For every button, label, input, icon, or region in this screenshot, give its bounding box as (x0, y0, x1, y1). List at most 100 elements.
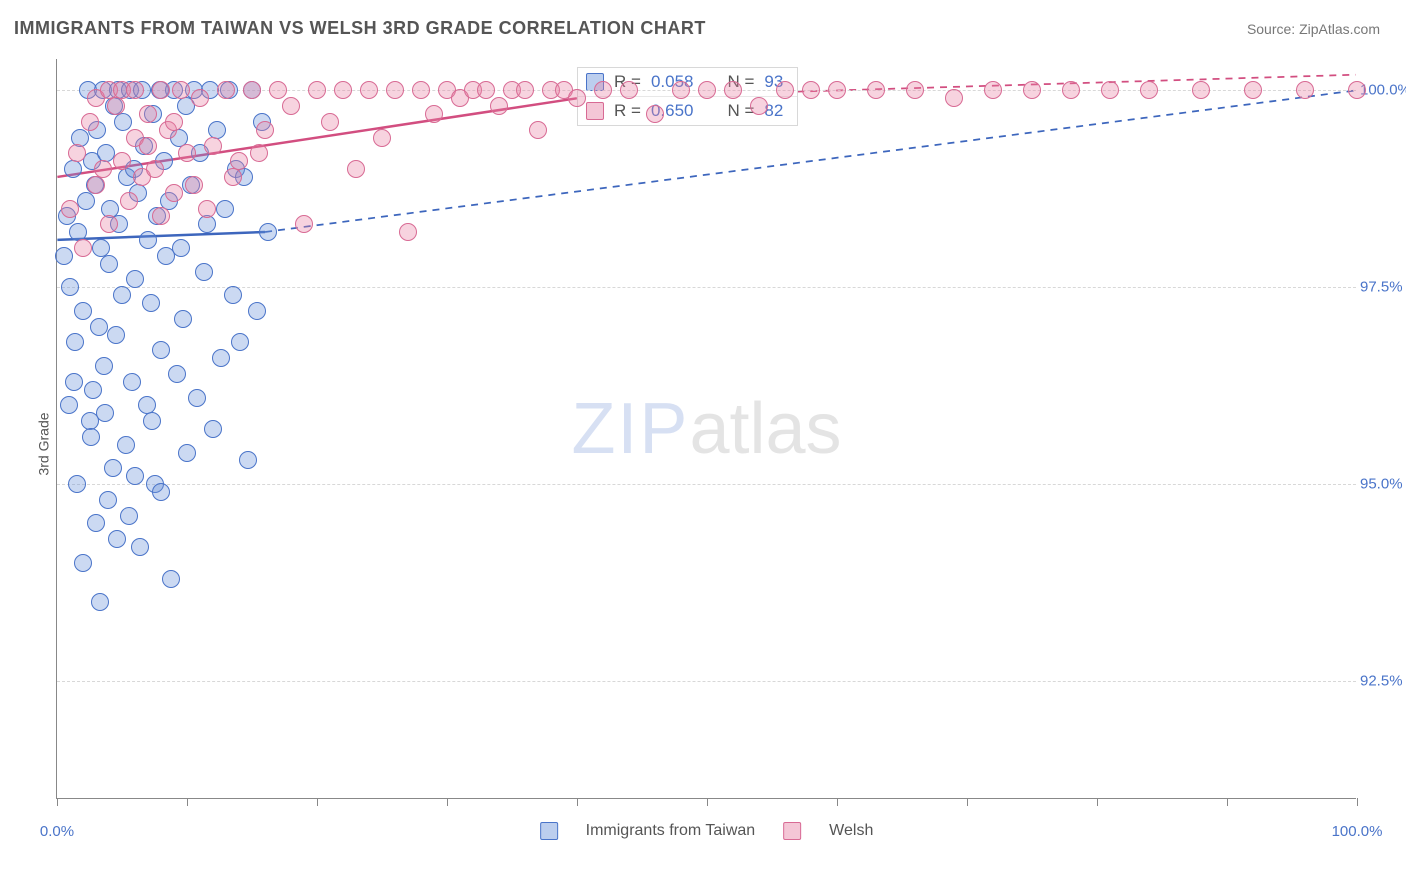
data-point-welsh (191, 89, 209, 107)
chart-title: IMMIGRANTS FROM TAIWAN VS WELSH 3RD GRAD… (14, 18, 706, 39)
data-point-welsh (204, 137, 222, 155)
data-point-taiwan (68, 475, 86, 493)
data-point-taiwan (126, 467, 144, 485)
trend-lines (57, 59, 1356, 798)
data-point-welsh (867, 81, 885, 99)
data-point-taiwan (117, 436, 135, 454)
data-point-taiwan (143, 412, 161, 430)
x-tick (837, 798, 838, 806)
data-point-welsh (425, 105, 443, 123)
data-point-welsh (750, 97, 768, 115)
chart-header: IMMIGRANTS FROM TAIWAN VS WELSH 3RD GRAD… (0, 0, 1406, 49)
x-tick (577, 798, 578, 806)
data-point-welsh (61, 200, 79, 218)
data-point-welsh (984, 81, 1002, 99)
data-point-welsh (776, 81, 794, 99)
data-point-taiwan (96, 404, 114, 422)
data-point-welsh (185, 176, 203, 194)
data-point-taiwan (82, 428, 100, 446)
data-point-taiwan (188, 389, 206, 407)
data-point-taiwan (77, 192, 95, 210)
data-point-welsh (1140, 81, 1158, 99)
source-prefix: Source: (1247, 21, 1299, 37)
data-point-welsh (120, 192, 138, 210)
data-point-welsh (828, 81, 846, 99)
x-tick (57, 798, 58, 806)
data-point-welsh (295, 215, 313, 233)
data-point-welsh (373, 129, 391, 147)
data-point-welsh (1101, 81, 1119, 99)
data-point-welsh (165, 184, 183, 202)
data-point-welsh (243, 81, 261, 99)
data-point-taiwan (152, 341, 170, 359)
y-tick-label: 97.5% (1360, 279, 1406, 296)
data-point-welsh (224, 168, 242, 186)
data-point-welsh (347, 160, 365, 178)
data-point-welsh (945, 89, 963, 107)
data-point-taiwan (198, 215, 216, 233)
data-point-welsh (802, 81, 820, 99)
x-tick (1227, 798, 1228, 806)
data-point-welsh (146, 160, 164, 178)
watermark-atlas: atlas (689, 389, 841, 469)
watermark-zip: ZIP (571, 389, 689, 469)
data-point-welsh (198, 200, 216, 218)
data-point-taiwan (212, 349, 230, 367)
data-point-taiwan (113, 286, 131, 304)
data-point-welsh (906, 81, 924, 99)
data-point-taiwan (126, 270, 144, 288)
data-point-welsh (269, 81, 287, 99)
source-name: ZipAtlas.com (1299, 21, 1380, 37)
data-point-taiwan (139, 231, 157, 249)
data-point-taiwan (142, 294, 160, 312)
data-point-taiwan (248, 302, 266, 320)
data-point-taiwan (64, 160, 82, 178)
data-point-welsh (126, 81, 144, 99)
data-point-welsh (360, 81, 378, 99)
data-point-welsh (94, 160, 112, 178)
data-point-welsh (646, 105, 664, 123)
data-point-taiwan (60, 396, 78, 414)
data-point-taiwan (174, 310, 192, 328)
x-tick-label: 100.0% (1332, 823, 1383, 840)
data-point-taiwan (204, 420, 222, 438)
y-tick-label: 92.5% (1360, 672, 1406, 689)
data-point-welsh (100, 215, 118, 233)
data-point-welsh (516, 81, 534, 99)
data-point-welsh (568, 89, 586, 107)
data-point-welsh (620, 81, 638, 99)
data-point-welsh (321, 113, 339, 131)
data-point-taiwan (65, 373, 83, 391)
data-point-welsh (178, 144, 196, 162)
data-point-taiwan (108, 530, 126, 548)
data-point-welsh (1062, 81, 1080, 99)
data-point-welsh (139, 137, 157, 155)
data-point-taiwan (95, 357, 113, 375)
data-point-taiwan (61, 278, 79, 296)
y-tick-label: 95.0% (1360, 476, 1406, 493)
data-point-welsh (672, 81, 690, 99)
y-axis-label: 3rd Grade (36, 412, 52, 475)
data-point-welsh (724, 81, 742, 99)
data-point-welsh (1348, 81, 1366, 99)
data-point-taiwan (87, 514, 105, 532)
data-point-taiwan (100, 255, 118, 273)
data-point-taiwan (259, 223, 277, 241)
data-point-welsh (165, 113, 183, 131)
data-point-taiwan (162, 570, 180, 588)
data-point-taiwan (91, 593, 109, 611)
x-tick (1357, 798, 1358, 806)
x-tick (187, 798, 188, 806)
data-point-taiwan (55, 247, 73, 265)
data-point-taiwan (123, 373, 141, 391)
chart-source: Source: ZipAtlas.com (1247, 21, 1380, 37)
data-point-taiwan (104, 459, 122, 477)
x-tick (1097, 798, 1098, 806)
data-point-taiwan (216, 200, 234, 218)
data-point-taiwan (99, 491, 117, 509)
watermark: ZIPatlas (571, 388, 841, 470)
data-point-taiwan (107, 326, 125, 344)
trend-solid-taiwan (57, 232, 265, 240)
data-point-taiwan (74, 554, 92, 572)
data-point-welsh (74, 239, 92, 257)
